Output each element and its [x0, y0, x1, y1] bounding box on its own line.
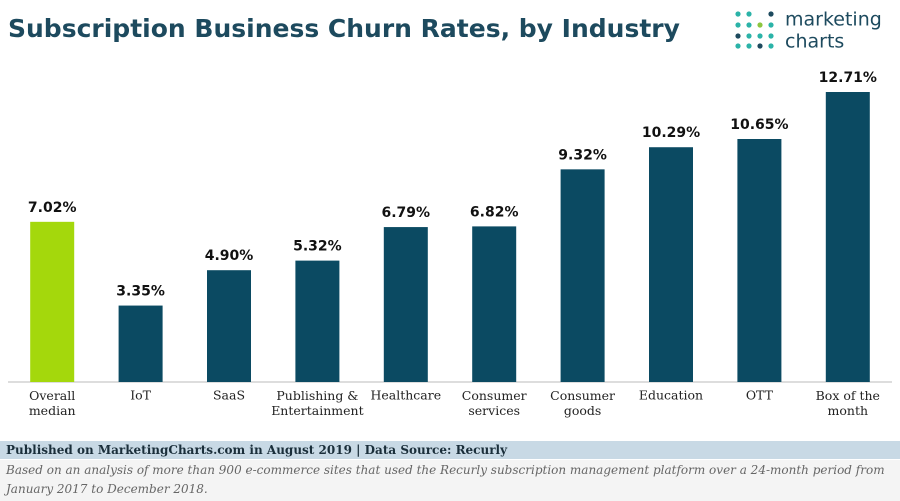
- x-tick-label: Overall median: [29, 388, 76, 418]
- x-tick-label: SaaS: [213, 388, 245, 403]
- bar: [649, 147, 693, 382]
- logo-dots: [735, 11, 774, 49]
- logo-text: marketing: [785, 9, 882, 31]
- chart-title: Subscription Business Churn Rates, by In…: [8, 14, 680, 43]
- bar: [207, 270, 251, 382]
- logo-text: charts: [785, 31, 844, 53]
- bar: [560, 169, 605, 382]
- value-label: 6.82%: [470, 204, 519, 220]
- value-label: 7.02%: [28, 200, 77, 216]
- bar: [30, 221, 75, 382]
- value-label: 12.71%: [819, 70, 877, 86]
- value-label: 4.90%: [205, 248, 254, 264]
- chart: Subscription Business Churn Rates, by In…: [8, 9, 892, 418]
- value-label: 9.32%: [558, 147, 607, 163]
- x-tick-label: OTT: [746, 388, 774, 403]
- bar: [383, 227, 428, 382]
- bar: [825, 92, 870, 382]
- x-tick-label: IoT: [130, 388, 151, 403]
- bar: [295, 260, 340, 382]
- bar: [118, 305, 163, 382]
- value-label: 10.65%: [730, 117, 788, 133]
- value-label: 6.79%: [382, 205, 431, 221]
- x-tick-label: Healthcare: [370, 388, 441, 403]
- bar: [472, 226, 517, 382]
- note: Based on an analysis of more than 900 e-…: [0, 460, 900, 501]
- source: Published on MarketingCharts.com in Augu…: [0, 441, 900, 459]
- x-tick-label: Consumer services: [462, 388, 527, 418]
- x-tick-label: Education: [639, 388, 703, 403]
- x-tick-label: Consumer goods: [550, 388, 615, 418]
- x-tick-label: Box of the month: [816, 388, 880, 418]
- bar: [737, 139, 782, 382]
- value-label: 10.29%: [642, 125, 700, 141]
- value-label: 3.35%: [116, 284, 165, 300]
- value-label: 5.32%: [293, 239, 342, 255]
- x-tick-label: Publishing & Entertainment: [271, 388, 363, 418]
